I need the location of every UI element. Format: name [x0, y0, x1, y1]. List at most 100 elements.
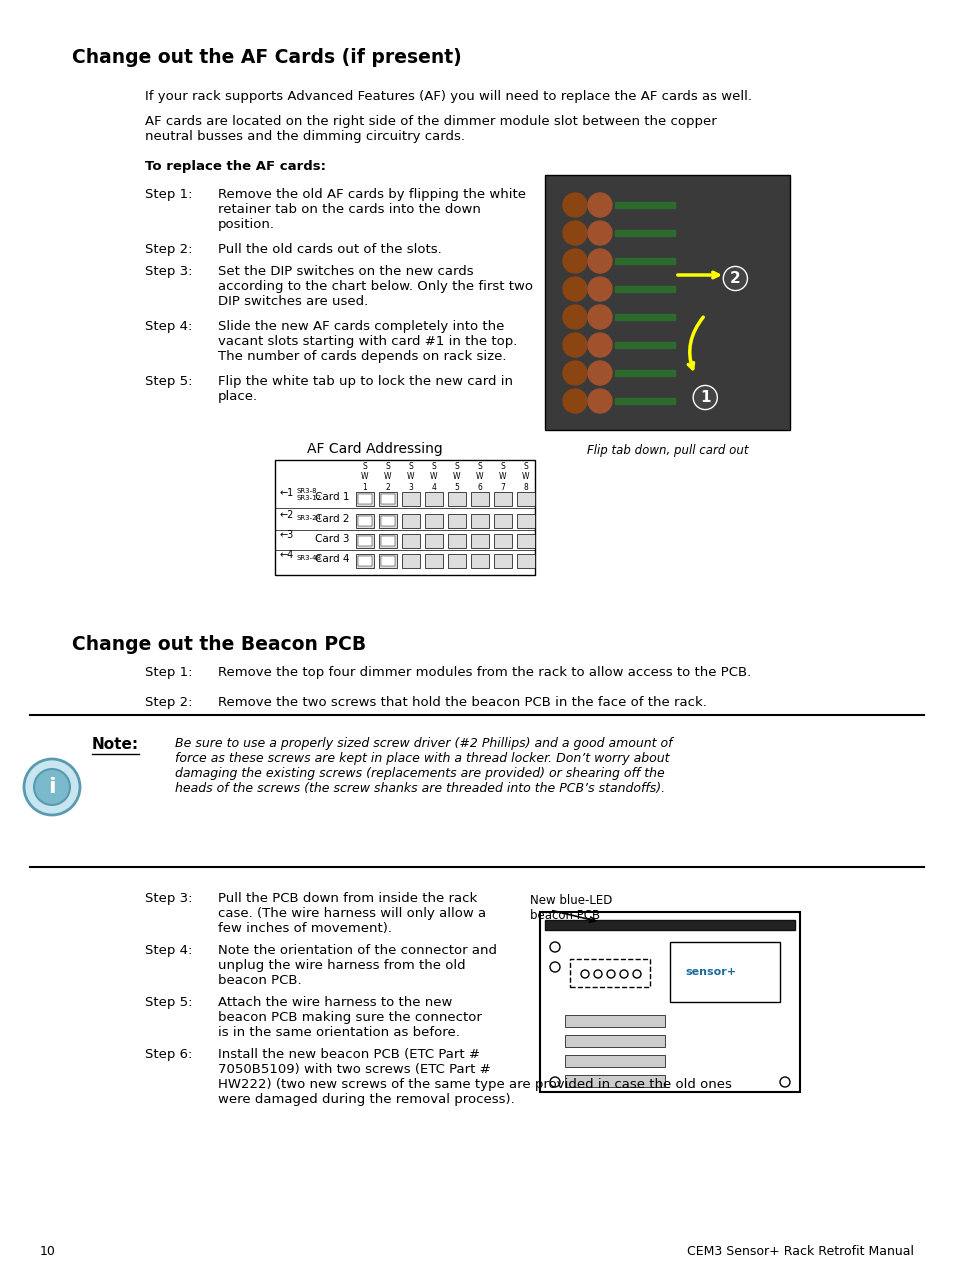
Bar: [471, 514, 489, 528]
Circle shape: [587, 221, 612, 245]
Text: i: i: [49, 777, 56, 798]
Text: sensor+: sensor+: [684, 967, 735, 977]
Text: S
W
5: S W 5: [453, 462, 460, 492]
Text: CEM3 Sensor+ Rack Retrofit Manual: CEM3 Sensor+ Rack Retrofit Manual: [686, 1245, 913, 1258]
Bar: [357, 494, 372, 504]
Circle shape: [562, 249, 586, 273]
Circle shape: [550, 943, 559, 951]
FancyBboxPatch shape: [539, 912, 800, 1091]
Text: Pull the PCB down from inside the rack
case. (The wire harness will only allow a: Pull the PCB down from inside the rack c…: [218, 892, 486, 935]
Bar: [517, 492, 535, 506]
Circle shape: [562, 389, 586, 413]
Text: Step 1:: Step 1:: [145, 188, 193, 201]
Circle shape: [34, 770, 70, 805]
Text: New blue-LED
beacon PCB: New blue-LED beacon PCB: [530, 894, 612, 922]
Bar: [448, 555, 465, 569]
Circle shape: [594, 971, 601, 978]
Text: S
W
2: S W 2: [384, 462, 392, 492]
Text: Step 5:: Step 5:: [145, 375, 193, 388]
Text: Change out the AF Cards (if present): Change out the AF Cards (if present): [71, 48, 461, 67]
Text: Card 4: Card 4: [315, 555, 350, 563]
Circle shape: [587, 193, 612, 218]
Circle shape: [606, 971, 615, 978]
Bar: [424, 514, 442, 528]
Bar: [357, 536, 372, 546]
Text: Step 2:: Step 2:: [145, 243, 193, 256]
Text: ←2: ←2: [280, 510, 294, 520]
Text: Step 2:: Step 2:: [145, 696, 193, 709]
Text: 2: 2: [729, 271, 740, 286]
Bar: [615, 314, 675, 321]
Bar: [669, 943, 780, 1002]
Bar: [424, 492, 442, 506]
Text: SR3-48: SR3-48: [296, 555, 322, 561]
Bar: [544, 920, 794, 930]
Text: SR3-24: SR3-24: [296, 515, 321, 522]
Circle shape: [562, 305, 586, 329]
Bar: [401, 555, 419, 569]
Text: Step 6:: Step 6:: [145, 1048, 193, 1061]
Text: Slide the new AF cards completely into the
vacant slots starting with card #1 in: Slide the new AF cards completely into t…: [218, 321, 517, 363]
Bar: [448, 492, 465, 506]
Circle shape: [587, 277, 612, 301]
Bar: [615, 398, 675, 404]
Circle shape: [562, 221, 586, 245]
Text: ←4: ←4: [280, 550, 294, 560]
Text: S
W
6: S W 6: [476, 462, 483, 492]
Bar: [517, 534, 535, 548]
Bar: [380, 536, 395, 546]
Text: Card 2: Card 2: [315, 514, 350, 524]
Text: AF cards are located on the right side of the dimmer module slot between the cop: AF cards are located on the right side o…: [145, 114, 716, 142]
Text: Card 3: Card 3: [315, 534, 350, 544]
Text: ←3: ←3: [280, 530, 294, 541]
Text: S
W
8: S W 8: [521, 462, 529, 492]
Text: Step 1:: Step 1:: [145, 667, 193, 679]
Bar: [448, 514, 465, 528]
Text: Note the orientation of the connector and
unplug the wire harness from the old
b: Note the orientation of the connector an…: [218, 944, 497, 987]
Bar: [564, 1054, 664, 1067]
Bar: [471, 555, 489, 569]
Text: 10: 10: [40, 1245, 56, 1258]
Text: Step 3:: Step 3:: [145, 892, 193, 904]
Bar: [494, 555, 512, 569]
Circle shape: [587, 305, 612, 329]
Bar: [401, 492, 419, 506]
Bar: [380, 516, 395, 527]
Bar: [494, 514, 512, 528]
Circle shape: [587, 361, 612, 385]
Bar: [564, 1015, 664, 1027]
Bar: [615, 230, 675, 237]
Text: Step 4:: Step 4:: [145, 321, 193, 333]
Bar: [494, 492, 512, 506]
Text: 1: 1: [700, 391, 710, 404]
Circle shape: [562, 361, 586, 385]
Circle shape: [587, 249, 612, 273]
Bar: [517, 555, 535, 569]
Text: Flip the white tab up to lock the new card in
place.: Flip the white tab up to lock the new ca…: [218, 375, 513, 403]
Bar: [615, 258, 675, 265]
Bar: [378, 534, 396, 548]
Bar: [355, 514, 374, 528]
Bar: [424, 534, 442, 548]
Bar: [380, 494, 395, 504]
Bar: [401, 514, 419, 528]
Bar: [357, 556, 372, 566]
Circle shape: [562, 277, 586, 301]
Text: AF Card Addressing: AF Card Addressing: [307, 441, 442, 455]
Bar: [378, 492, 396, 506]
Text: Change out the Beacon PCB: Change out the Beacon PCB: [71, 635, 366, 654]
Bar: [401, 534, 419, 548]
Circle shape: [562, 333, 586, 357]
Bar: [378, 555, 396, 569]
Circle shape: [587, 389, 612, 413]
Bar: [378, 514, 396, 528]
Circle shape: [587, 333, 612, 357]
Circle shape: [780, 1077, 789, 1088]
Circle shape: [619, 971, 627, 978]
Text: S
W
7: S W 7: [498, 462, 506, 492]
Bar: [424, 555, 442, 569]
Circle shape: [580, 971, 588, 978]
Bar: [615, 286, 675, 293]
FancyBboxPatch shape: [544, 176, 789, 430]
Bar: [494, 534, 512, 548]
